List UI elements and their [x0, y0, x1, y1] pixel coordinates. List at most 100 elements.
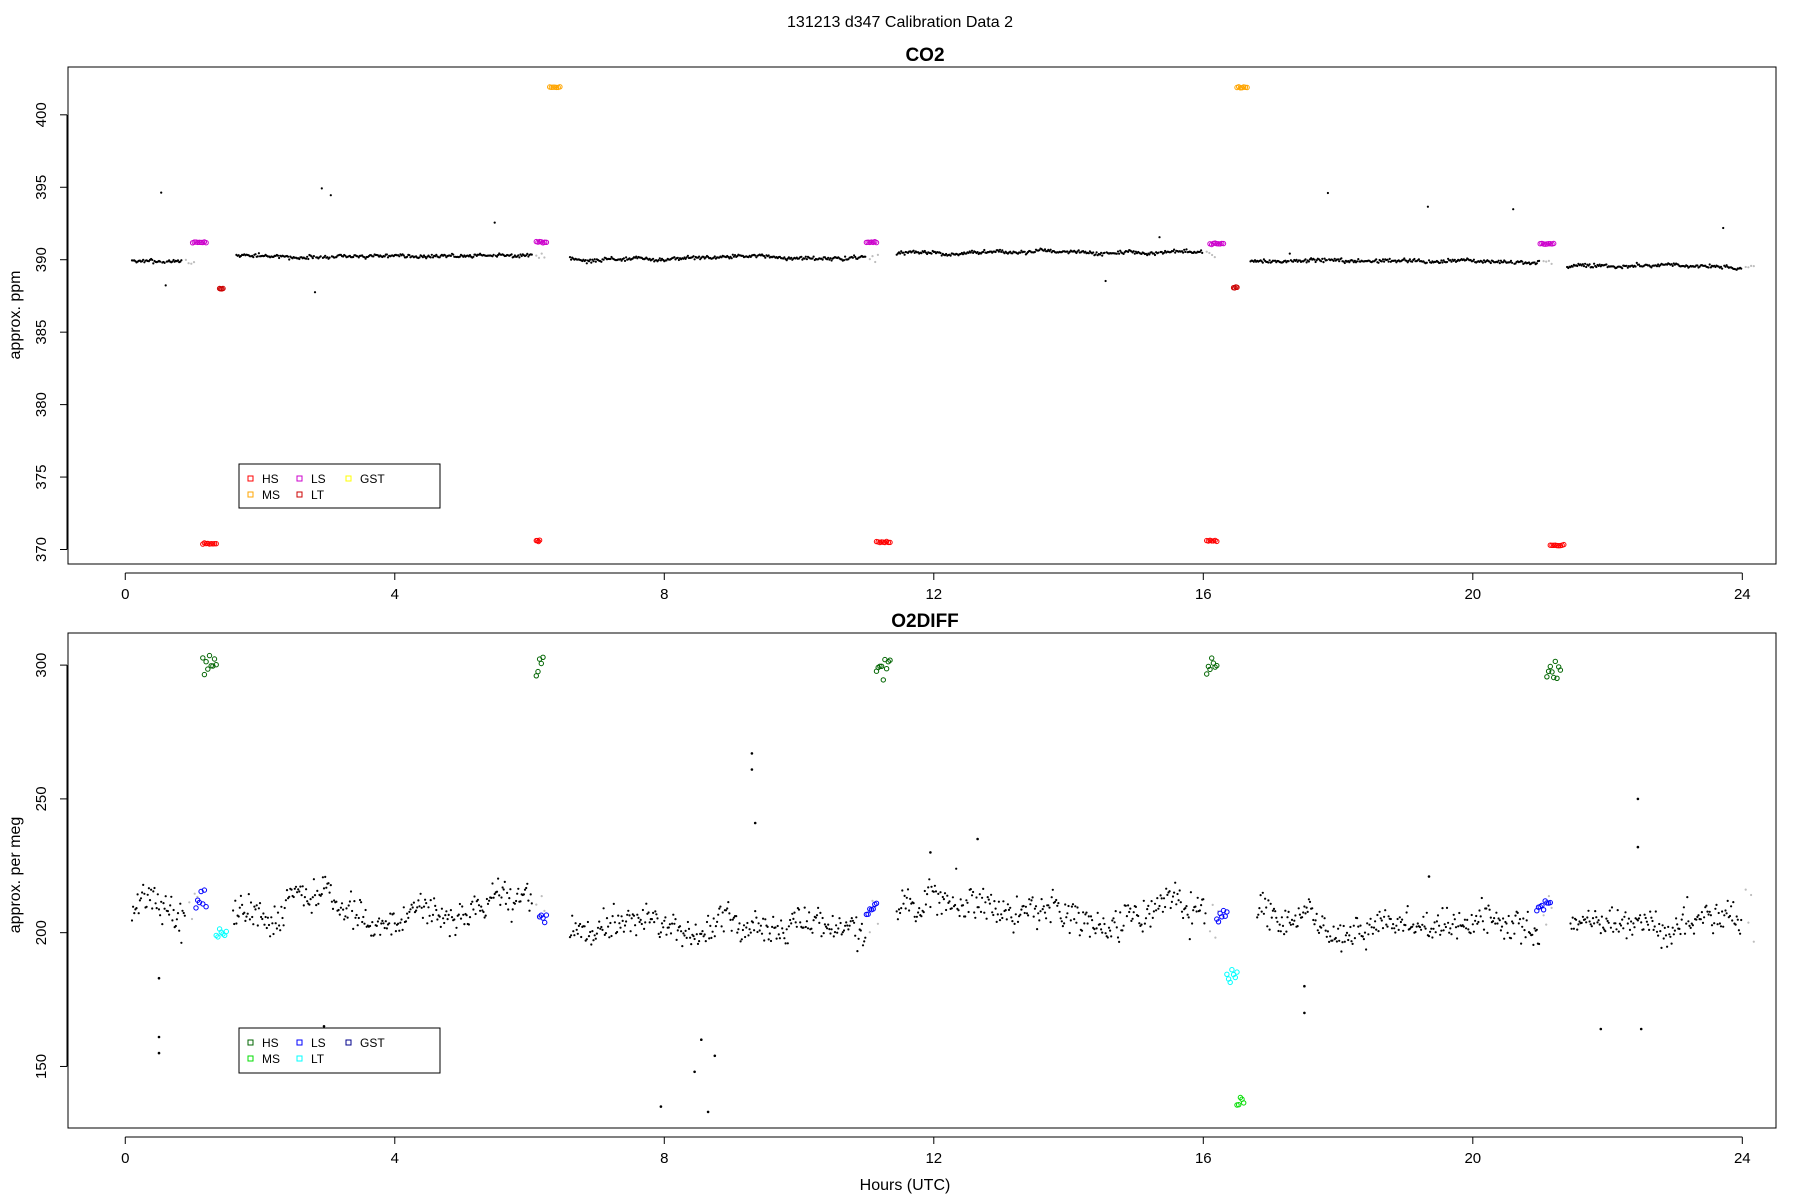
- o2-outlier-point: [700, 1038, 703, 1041]
- o2-data-point: [653, 921, 656, 924]
- o2-transition-point: [1744, 888, 1747, 891]
- co2-data-point: [623, 259, 627, 262]
- o2-outlier-point: [976, 837, 979, 841]
- o2-data-point: [705, 920, 709, 924]
- o2-data-point: [1112, 917, 1115, 920]
- co2-data-point: [1576, 264, 1579, 268]
- o2-data-point: [718, 907, 721, 910]
- o2-data-point: [719, 905, 722, 908]
- co2-data-point: [1268, 259, 1271, 262]
- co2-data-point: [940, 254, 943, 257]
- o2-data-point: [1421, 923, 1424, 926]
- o2-data-point: [1084, 913, 1087, 916]
- co2-data-point: [1740, 267, 1743, 270]
- co2-data-point: [1381, 258, 1385, 261]
- o2-data-point: [1004, 909, 1007, 912]
- o2-data-point: [1658, 922, 1661, 926]
- o2-data-point: [972, 890, 975, 894]
- o2-data-point: [1385, 923, 1388, 926]
- o2-data-point: [148, 899, 152, 902]
- o2-data-point: [501, 886, 504, 889]
- o2-data-point: [676, 929, 679, 932]
- co2-data-point: [1087, 252, 1090, 255]
- o2-data-point: [1341, 941, 1344, 944]
- o2-data-point: [142, 883, 145, 887]
- co2-data-point: [1173, 248, 1176, 251]
- co2-data-point: [530, 253, 533, 256]
- co2-transition-point: [190, 262, 193, 265]
- o2-data-point: [1615, 928, 1618, 931]
- o2-data-point: [1168, 890, 1171, 893]
- figure-title: 131213 d347 Calibration Data 2: [787, 14, 1013, 31]
- o2-outlier-point: [929, 851, 932, 854]
- o2-data-point: [252, 923, 255, 926]
- o2-data-point: [435, 908, 438, 912]
- o2-data-point: [674, 918, 677, 921]
- co2-y-tick-label: 375: [33, 465, 50, 490]
- o2diff-y-axis-label: approx. per meg: [7, 817, 24, 934]
- o2-data-point: [1039, 910, 1042, 913]
- o2-data-point: [1185, 905, 1188, 908]
- o2-data-point: [829, 932, 832, 935]
- o2-data-point: [1526, 910, 1529, 914]
- o2-data-point: [1374, 920, 1377, 923]
- co2-data-point: [949, 254, 952, 257]
- o2-data-point: [1115, 926, 1118, 929]
- o2-data-point: [321, 876, 324, 879]
- o2-data-point: [755, 916, 758, 919]
- o2-data-point: [238, 906, 241, 909]
- o2-data-point: [1645, 920, 1648, 923]
- o2-data-point: [908, 909, 911, 912]
- o2-cal-point-lt: [215, 934, 221, 940]
- o2-data-point: [1487, 904, 1490, 907]
- o2-data-point: [406, 912, 409, 915]
- o2-cal-point-hs: [535, 668, 541, 675]
- co2-data-point: [1502, 261, 1505, 264]
- co2-data-point: [1103, 251, 1106, 254]
- co2-data-point: [1001, 249, 1004, 252]
- o2-data-point: [176, 912, 180, 915]
- o2-data-point: [299, 885, 302, 888]
- o2-data-point: [1111, 919, 1114, 922]
- co2-data-point: [805, 258, 809, 261]
- o2-x-tick-label: 0: [121, 1150, 129, 1167]
- o2-data-point: [984, 901, 987, 904]
- co2-data-point: [1153, 253, 1157, 257]
- co2-data-point: [1077, 249, 1080, 252]
- co2-data-point: [1375, 258, 1378, 261]
- o2-data-point: [672, 913, 675, 916]
- co2-data-point: [1708, 263, 1711, 266]
- o2-data-point: [1648, 928, 1651, 932]
- o2-data-point: [985, 917, 988, 920]
- o2-data-point: [1696, 915, 1699, 919]
- o2-data-point: [1512, 922, 1515, 925]
- o2-data-point: [617, 914, 620, 917]
- co2-data-point: [585, 262, 588, 265]
- o2-data-point: [1456, 937, 1459, 940]
- o2-transition-point: [1542, 914, 1545, 917]
- o2-data-point: [817, 906, 820, 910]
- o2-data-point: [845, 921, 848, 924]
- o2-data-point: [382, 922, 385, 925]
- o2-data-point: [1404, 924, 1407, 927]
- co2-data-point: [1033, 250, 1036, 254]
- o2-data-point: [378, 917, 381, 920]
- o2-data-point: [982, 887, 985, 891]
- o2-data-point: [1001, 916, 1004, 920]
- o2-data-point: [596, 926, 600, 929]
- o2-data-point: [1439, 933, 1442, 936]
- o2-data-point: [1589, 923, 1592, 926]
- o2-data-point: [239, 894, 242, 898]
- co2-data-point: [1445, 260, 1449, 264]
- o2-data-point: [1719, 925, 1723, 928]
- o2-data-point: [1037, 912, 1040, 915]
- o2-data-point: [263, 923, 266, 926]
- o2-data-point: [1045, 917, 1048, 920]
- co2-data-point: [900, 250, 903, 253]
- o2-data-point: [826, 927, 829, 930]
- o2-data-point: [1575, 918, 1578, 921]
- o2-data-point: [797, 908, 801, 911]
- co2-data-point: [657, 259, 660, 262]
- o2-data-point: [1307, 898, 1310, 901]
- o2-data-point: [1577, 923, 1580, 926]
